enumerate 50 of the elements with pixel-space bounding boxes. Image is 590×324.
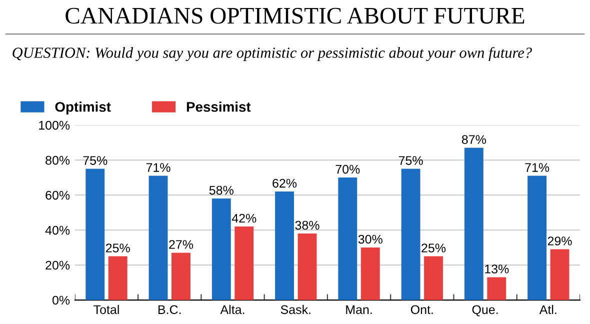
- y-tick-label: 0%: [52, 296, 70, 305]
- bar: [487, 277, 506, 300]
- y-tick-label: 60%: [46, 190, 70, 200]
- data-label: 29%: [548, 236, 572, 246]
- bar: [401, 168, 420, 300]
- data-label: 30%: [358, 234, 382, 244]
- bar: [298, 234, 317, 300]
- bar: [148, 176, 168, 300]
- bar: [338, 178, 358, 300]
- legend-label: Optimist: [55, 102, 111, 115]
- data-label: 13%: [485, 264, 509, 274]
- x-tick-label: Ont.: [410, 305, 433, 314]
- y-tick-label: 100%: [39, 120, 70, 130]
- bar: [234, 226, 254, 300]
- chart-subtitle: QUESTION: Would you say you are optimistic or pessimistic about your own future?: [12, 46, 532, 62]
- bar: [86, 168, 105, 300]
- y-tick-label: 80%: [46, 156, 70, 165]
- data-label: 87%: [462, 135, 486, 144]
- data-label: 62%: [272, 178, 297, 188]
- bar: [424, 256, 443, 300]
- y-tick-label: 40%: [45, 226, 70, 235]
- x-tick-label: Atl.: [539, 304, 556, 314]
- data-label: 25%: [422, 244, 446, 252]
- y-tick-label: 20%: [46, 260, 70, 270]
- x-tick-label: Que.: [472, 305, 498, 316]
- data-label: 71%: [525, 163, 550, 172]
- x-tick-label: B.C.: [158, 305, 181, 314]
- x-tick-label: Man.: [346, 305, 372, 314]
- data-label: 70%: [336, 164, 360, 174]
- data-label: 71%: [146, 163, 170, 172]
- data-label: 42%: [232, 214, 256, 223]
- bar: [172, 252, 190, 300]
- x-tick-label: Total: [94, 304, 119, 314]
- data-label: 75%: [83, 156, 108, 165]
- bar: [464, 148, 484, 300]
- chart-title: CANADIANS OPTIMISTIC ABOUT FUTURE: [66, 8, 524, 24]
- data-label: 75%: [398, 156, 423, 165]
- data-label: 58%: [209, 186, 234, 195]
- bar: [550, 249, 570, 300]
- bar: [275, 192, 294, 300]
- bar: [360, 248, 380, 300]
- bar: [528, 176, 547, 300]
- bar: [212, 198, 231, 300]
- data-label: 38%: [295, 220, 320, 230]
- bar: [108, 256, 128, 300]
- x-tick-label: Sask.: [280, 304, 310, 314]
- data-label: 25%: [106, 244, 130, 252]
- x-tick-label: Alta.: [220, 304, 244, 314]
- legend-label: Pessimist: [186, 102, 251, 112]
- data-label: 27%: [169, 240, 194, 249]
